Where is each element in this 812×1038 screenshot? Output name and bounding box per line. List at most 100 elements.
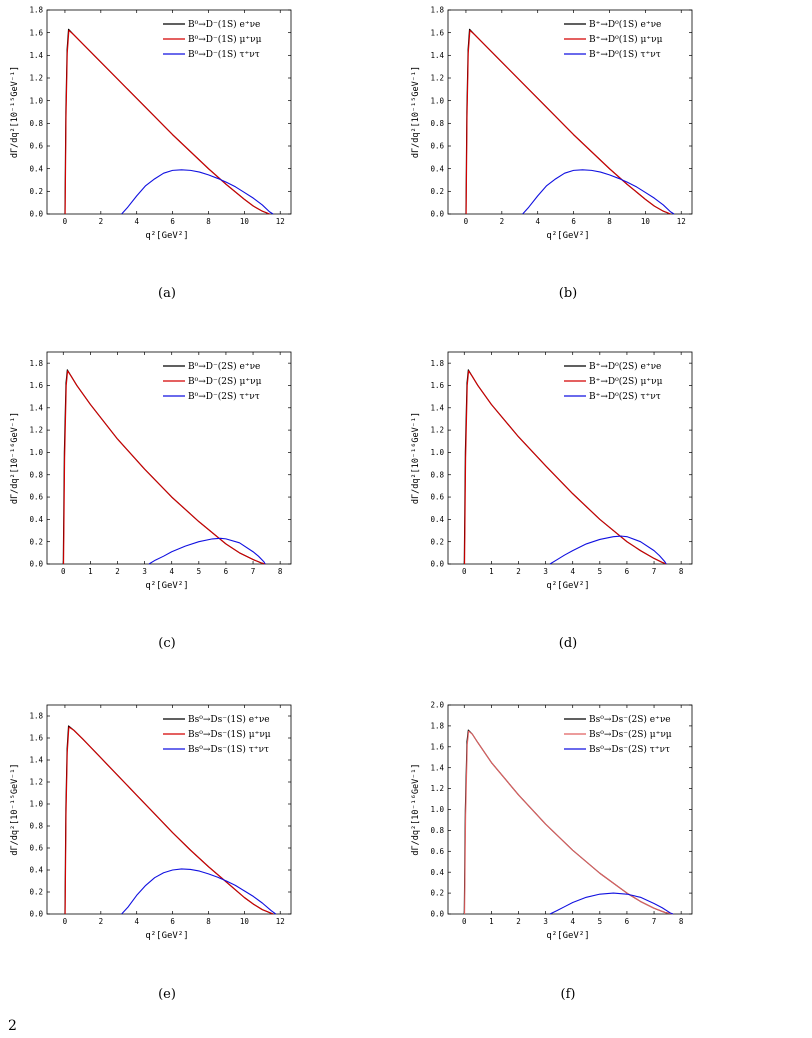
x-tick-label: 0 [462,917,467,926]
x-tick-label: 2 [115,567,120,576]
y-tick-label: 1.0 [29,448,43,457]
x-tick-label: 3 [543,917,548,926]
plot-frame [46,704,292,915]
legend-entry: B⁰→D⁻(1S) e⁺νe [188,19,260,30]
y-tick-label: 1.4 [430,403,444,412]
legend-entry: B⁰→D⁻(1S) τ⁺ντ [188,49,260,60]
x-tick-label: 4 [134,217,139,226]
y-tick-label: 0.0 [29,210,43,219]
y-tick-label: 1.0 [29,96,43,105]
x-axis-label: q²[GeV²] [145,231,188,241]
panel-label: (e) [158,987,176,1002]
x-tick-label: 8 [679,567,684,576]
plot-frame [447,9,693,215]
x-tick-label: 4 [570,567,575,576]
x-tick-label: 1 [489,917,494,926]
x-tick-label: 6 [625,917,630,926]
y-tick-label: 0.6 [29,493,43,502]
y-axis-label: dΓ/dq²[10⁻¹⁶GeV⁻¹] [411,412,421,504]
y-tick-label: 0.0 [29,910,43,919]
x-tick-label: 4 [169,567,174,576]
x-tick-label: 7 [652,917,657,926]
x-tick-label: 2 [516,567,521,576]
x-tick-label: 6 [625,567,630,576]
x-tick-label: 6 [170,217,175,226]
x-tick-label: 6 [571,217,576,226]
x-tick-label: 0 [63,217,68,226]
y-tick-label: 0.0 [29,560,43,569]
series-line-2 [63,370,266,565]
y-tick-label: 1.0 [430,805,444,814]
y-tick-label: 0.4 [430,164,444,173]
x-tick-label: 1 [489,567,494,576]
series-line-2 [64,726,274,915]
legend-entry: B⁰→D⁻(1S) μ⁺νμ [188,34,262,45]
legend-entry: B⁺→D⁰(2S) e⁺νe [589,361,661,372]
y-tick-label: 1.0 [430,448,444,457]
x-tick-label: 12 [276,917,285,926]
y-tick-label: 0.2 [29,187,43,196]
x-tick-label: 1 [88,567,93,576]
legend-entry: B⁰→D⁻(2S) μ⁺νμ [188,376,262,387]
y-tick-label: 0.6 [29,142,43,151]
y-tick-label: 1.6 [29,28,43,37]
x-tick-label: 0 [464,217,469,226]
chart-panel-6: 0 1 2 3 4 5 6 7 8 0.0 0.2 0.4 0.6 0.8 1.0 1.2 1.4 1.6 1.8 2… [411,701,693,1002]
x-tick-label: 8 [607,217,612,226]
chart-panel-1: 0 2 4 6 8 10 12 0.0 0.2 0.4 0.6 0.8 1.0 1.2 1.4 1.6 1.8 q… [10,6,292,301]
y-tick-label: 1.4 [29,403,43,412]
x-axis-label: q²[GeV²] [546,231,589,241]
y-tick-label: 0.4 [29,515,43,524]
panel-label: (f) [561,987,576,1002]
y-tick-label: 0.2 [430,889,444,898]
y-tick-label: 1.0 [29,800,43,809]
y-tick-label: 0.8 [430,119,444,128]
y-tick-label: 0.6 [430,493,444,502]
y-tick-label: 1.8 [29,6,43,15]
y-tick-label: 0.6 [29,844,43,853]
x-tick-label: 8 [679,917,684,926]
x-tick-label: 0 [63,917,68,926]
x-axis-label: q²[GeV²] [145,931,188,941]
legend-entry: Bs⁰→Ds⁻(1S) μ⁺νμ [188,729,271,740]
plot-frame [447,351,693,565]
y-tick-label: 1.8 [430,359,444,368]
series-line-3 [549,892,674,915]
y-tick-label: 0.2 [29,537,43,546]
x-tick-label: 8 [278,567,283,576]
y-axis-label: dΓ/dq²[10⁻¹⁵GeV⁻¹] [10,66,20,158]
y-tick-label: 0.6 [430,142,444,151]
legend-entry: B⁺→D⁰(2S) μ⁺νμ [589,376,663,387]
y-tick-label: 0.8 [29,470,43,479]
y-tick-label: 1.6 [29,734,43,743]
y-tick-label: 0.4 [29,164,43,173]
y-tick-label: 0.6 [430,847,444,856]
y-axis-label: dΓ/dq²[10⁻¹⁵GeV⁻¹] [411,66,421,158]
chart-panel-2: 0 2 4 6 8 10 12 0.0 0.2 0.4 0.6 0.8 1.0 1.2 1.4 1.6 1.8 q… [411,6,693,301]
y-tick-label: 0.4 [29,866,43,875]
x-tick-label: 0 [462,567,467,576]
y-axis-label: dΓ/dq²[10⁻¹⁶GeV⁻¹] [411,763,421,855]
y-tick-label: 1.6 [29,381,43,390]
x-axis-label: q²[GeV²] [546,581,589,591]
x-tick-label: 10 [641,217,651,226]
x-tick-label: 4 [535,217,540,226]
y-tick-label: 1.4 [29,756,43,765]
y-tick-label: 1.0 [430,96,444,105]
y-tick-label: 0.0 [430,560,444,569]
x-axis-label: q²[GeV²] [546,931,589,941]
x-tick-label: 7 [251,567,256,576]
x-tick-label: 3 [543,567,548,576]
chart-panel-5: 0 2 4 6 8 10 12 0.0 0.2 0.4 0.6 0.8 1.0 1.2 1.4 1.6 1.8 q… [10,704,292,1002]
legend-entry: B⁰→D⁻(2S) e⁺νe [188,361,260,372]
y-tick-label: 1.2 [29,778,43,787]
x-tick-label: 3 [142,567,147,576]
x-tick-label: 8 [206,217,211,226]
y-tick-label: 0.4 [430,515,444,524]
series-line-1 [463,729,674,915]
legend-entry: Bs⁰→Ds⁻(2S) μ⁺νμ [589,729,672,740]
x-axis-label: q²[GeV²] [145,581,188,591]
y-tick-label: 0.8 [29,119,43,128]
x-tick-label: 10 [240,917,250,926]
